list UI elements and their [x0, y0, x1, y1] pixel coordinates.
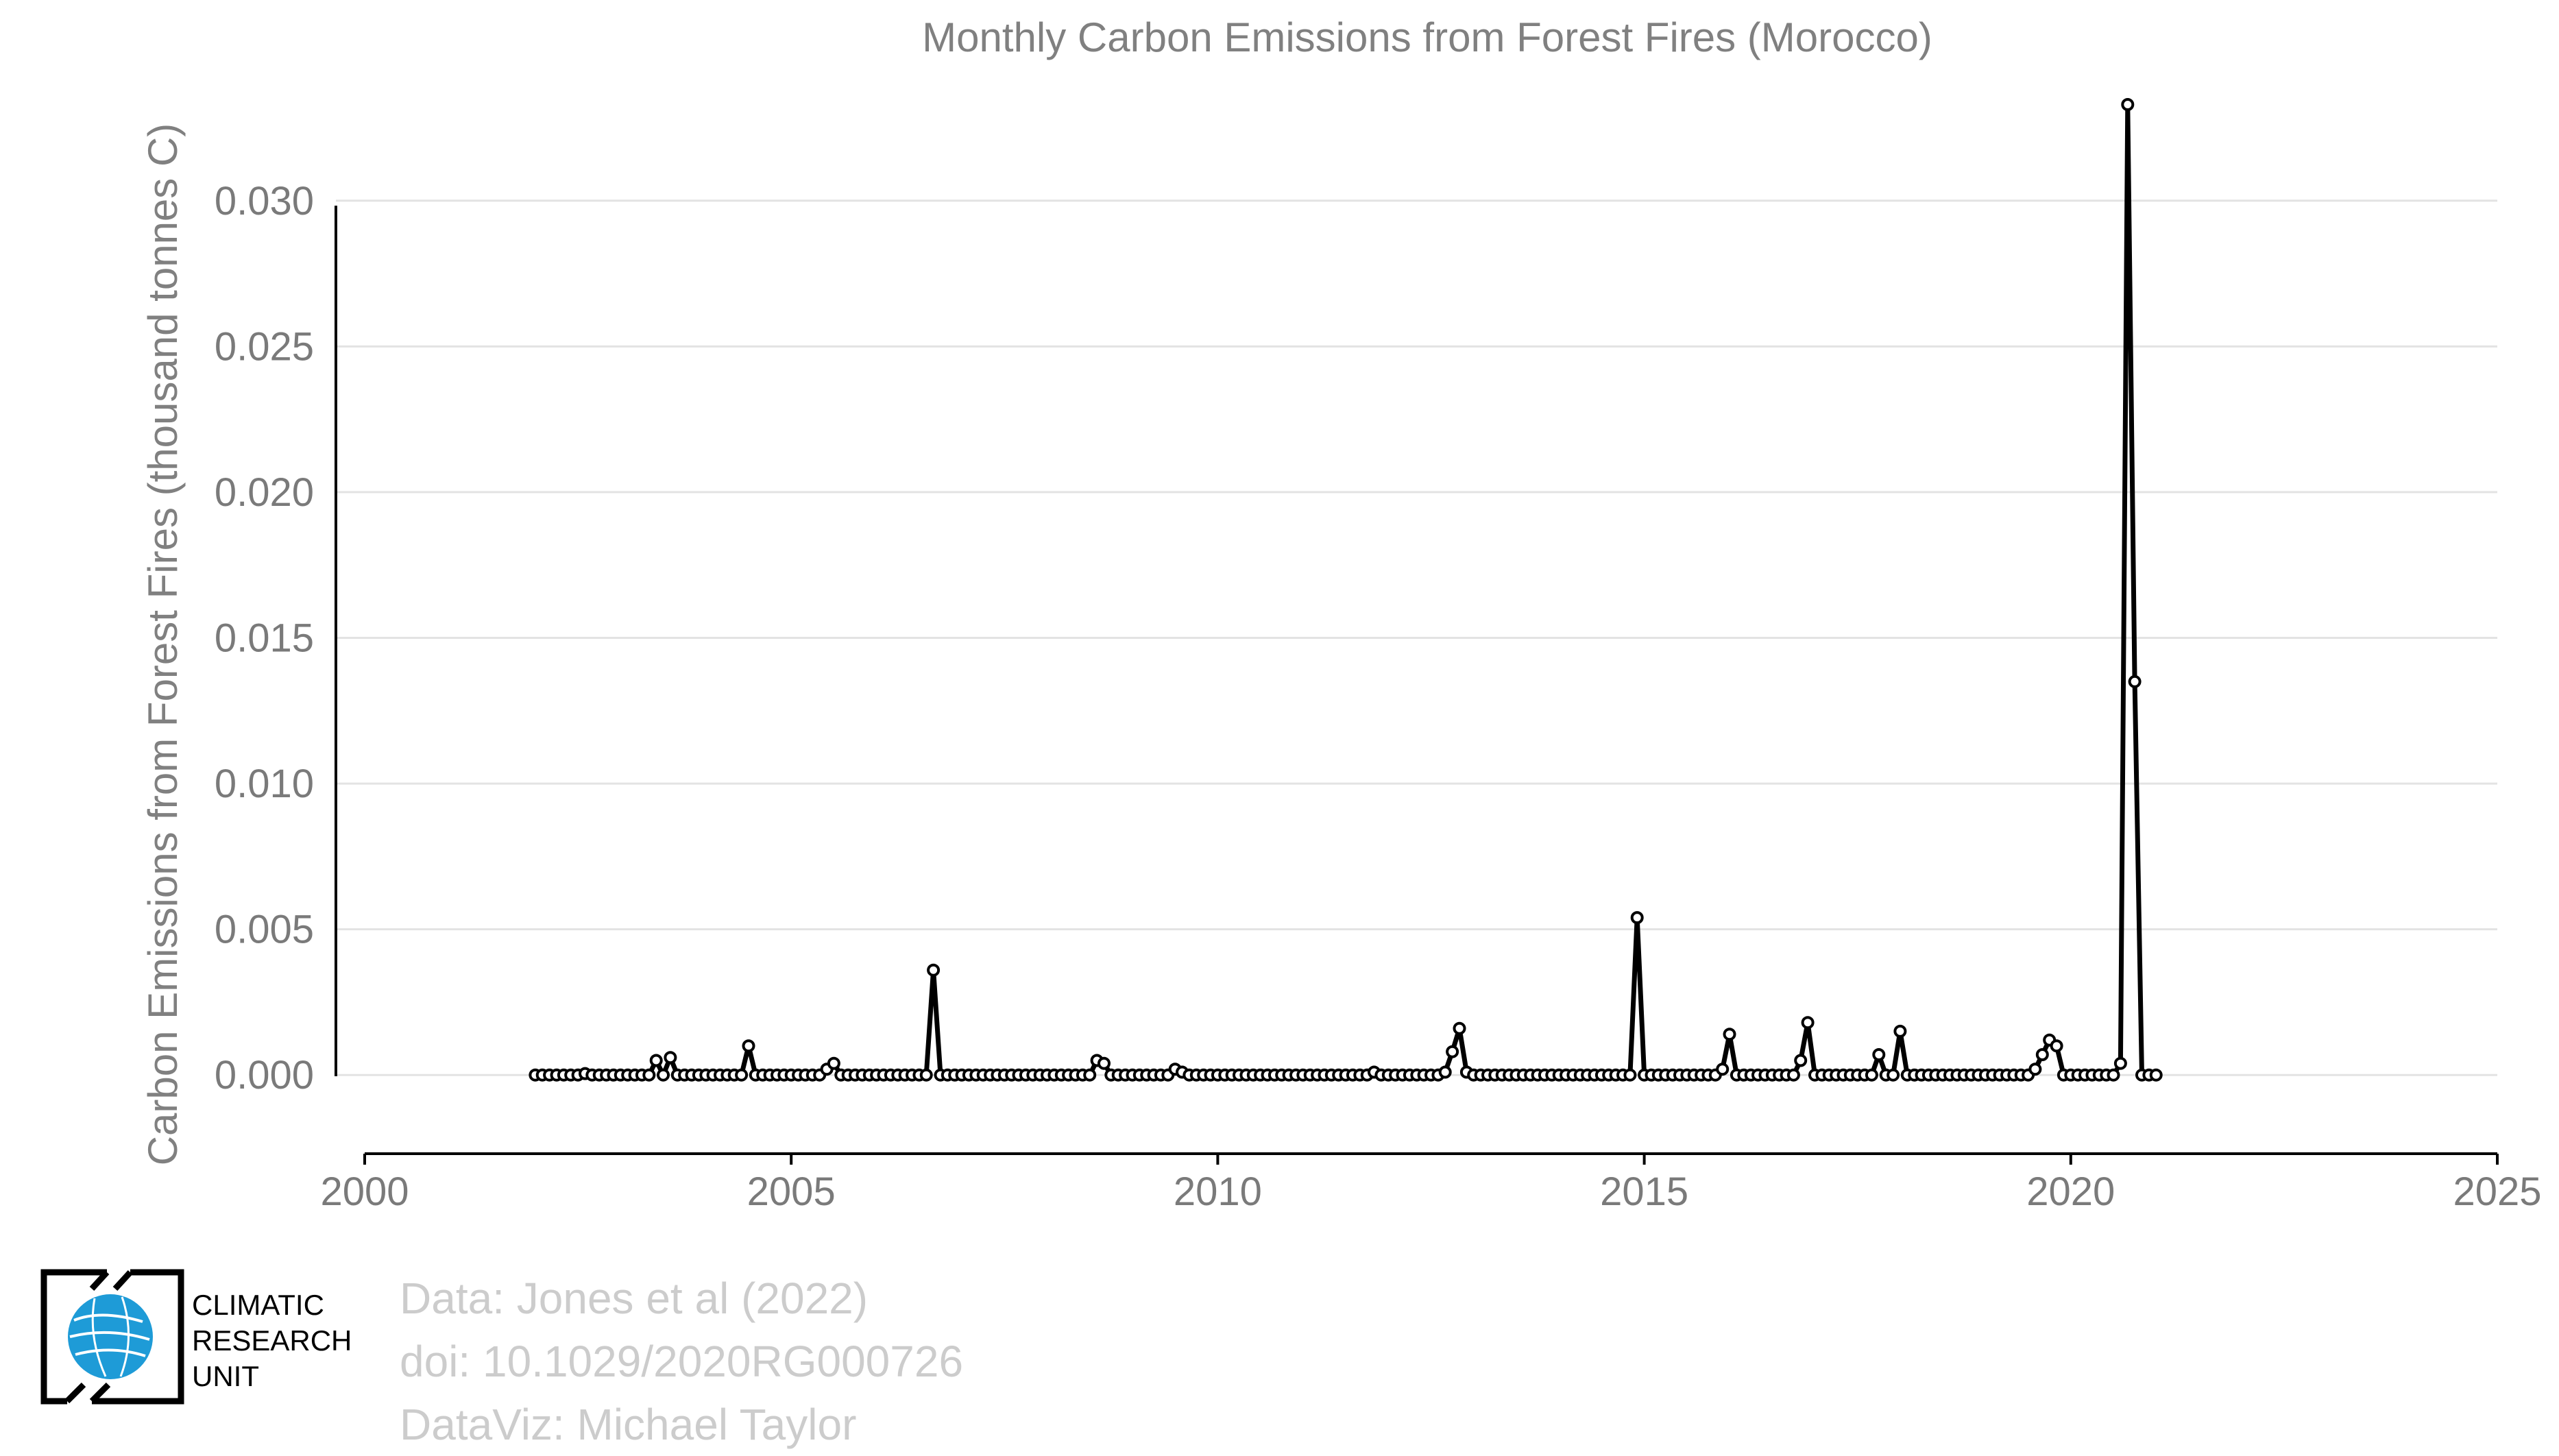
- y-tick-label: 0.000: [215, 1053, 314, 1097]
- data-point: [664, 1051, 677, 1065]
- y-tick-label: 0.005: [215, 908, 314, 952]
- data-point: [642, 1068, 656, 1082]
- data-point: [1623, 1068, 1637, 1082]
- data-credits: Data: Jones et al (2022) doi: 10.1029/20…: [400, 1267, 963, 1456]
- data-point: [2113, 1056, 2127, 1070]
- credit-doi: doi: 10.1029/2020RG000726: [400, 1337, 964, 1386]
- data-point: [1630, 911, 1644, 925]
- data-point: [1887, 1068, 1900, 1082]
- logo-text-line: RESEARCH: [192, 1324, 352, 1357]
- data-point: [1438, 1065, 1452, 1079]
- x-tick-label: 2015: [1600, 1169, 1688, 1214]
- logo-text-line: UNIT: [192, 1360, 259, 1392]
- data-point: [735, 1068, 749, 1082]
- data-point: [2149, 1068, 2163, 1082]
- data-point: [919, 1068, 933, 1082]
- cru-globe-icon: [40, 1269, 184, 1405]
- y-axis-label: Carbon Emissions from Forest Fires (thou…: [140, 123, 186, 1166]
- data-point: [742, 1039, 755, 1053]
- data-point: [1097, 1056, 1111, 1070]
- data-point: [657, 1068, 670, 1082]
- x-tick-label: 2025: [2453, 1169, 2541, 1214]
- credit-dataviz: DataViz: Michael Taylor: [400, 1400, 857, 1449]
- data-point: [1083, 1068, 1097, 1082]
- x-tick-label: 2020: [2026, 1169, 2115, 1214]
- chart-title: Monthly Carbon Emissions from Forest Fir…: [922, 14, 1932, 60]
- x-tick-label: 2005: [747, 1169, 836, 1214]
- data-point: [1872, 1048, 1886, 1061]
- y-tick-label: 0.030: [215, 179, 314, 223]
- y-tick-label: 0.010: [215, 762, 314, 806]
- data-point: [1723, 1028, 1736, 1041]
- y-tick-label: 0.025: [215, 324, 314, 369]
- x-tick-label: 2000: [320, 1169, 409, 1214]
- data-point: [1716, 1063, 1730, 1076]
- gridlines: [336, 199, 2497, 1076]
- data-point: [2107, 1068, 2120, 1082]
- data-point: [2035, 1048, 2049, 1061]
- data-point: [2050, 1039, 2063, 1053]
- data-point: [827, 1056, 840, 1070]
- axes: [335, 206, 2499, 1165]
- x-tick-label: 2010: [1174, 1169, 1262, 1214]
- data-point: [2028, 1063, 2042, 1076]
- data-point: [2128, 675, 2142, 688]
- data-point: [649, 1054, 663, 1067]
- cru-logo: [40, 1268, 185, 1405]
- series-emissions: [529, 98, 2163, 1082]
- data-point: [1446, 1045, 1459, 1058]
- credit-data-source: Data: Jones et al (2022): [400, 1274, 869, 1323]
- data-point: [1786, 1068, 1800, 1082]
- data-point: [1794, 1054, 1808, 1067]
- data-point: [1801, 1016, 1815, 1030]
- data-point: [1865, 1068, 1878, 1082]
- data-point: [1453, 1021, 1466, 1035]
- y-tick-label: 0.015: [215, 616, 314, 661]
- cru-logo-text: CLIMATIC RESEARCH UNIT: [192, 1287, 352, 1394]
- y-tick-label: 0.020: [215, 470, 314, 515]
- data-point: [2121, 98, 2135, 111]
- x-tick-labels: 2000 2005 2010 2015 2020 2025: [320, 1169, 2541, 1214]
- data-point: [927, 963, 941, 977]
- y-tick-labels: 0.000 0.005 0.010 0.015 0.020 0.025 0.030: [215, 179, 314, 1097]
- data-point: [1893, 1024, 1907, 1038]
- logo-text-line: CLIMATIC: [192, 1289, 324, 1321]
